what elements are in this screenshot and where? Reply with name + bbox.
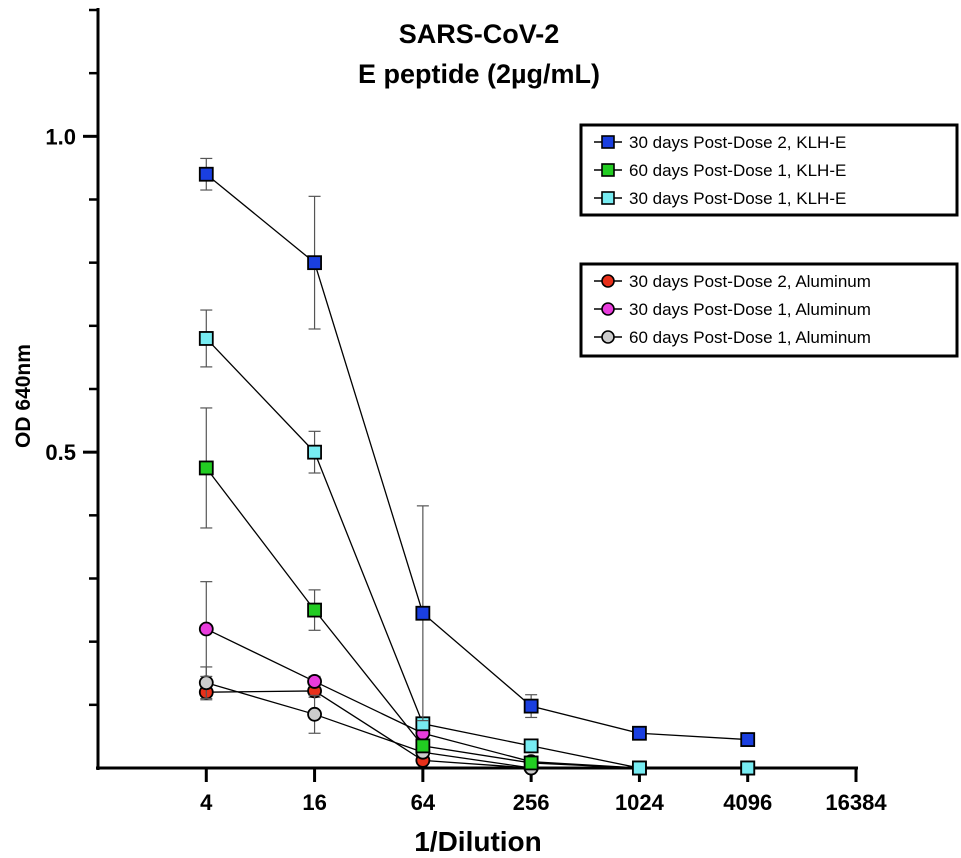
series-line xyxy=(205,173,748,741)
legend-label: 30 days Post-Dose 2, Aluminum xyxy=(629,272,871,291)
chart-title: SARS-CoV-2 E peptide (2µg/mL) xyxy=(358,19,600,89)
data-point xyxy=(632,725,647,741)
x-tick-label: 16 xyxy=(302,790,326,815)
legend-marker xyxy=(601,191,615,205)
data-point xyxy=(307,444,322,460)
series-line xyxy=(206,690,748,769)
data-point xyxy=(307,706,322,722)
x-tick-label: 256 xyxy=(513,790,550,815)
legend-label: 60 days Post-Dose 1, KLH-E xyxy=(629,161,846,180)
legend-marker xyxy=(601,274,615,288)
axes xyxy=(96,8,858,770)
legend-marker xyxy=(601,163,615,177)
legend-marker xyxy=(601,135,615,149)
data-point xyxy=(523,755,539,771)
series-layer xyxy=(198,157,756,776)
data-point xyxy=(198,675,214,691)
chart-title-line-1: SARS-CoV-2 xyxy=(399,19,560,49)
series-0 xyxy=(198,157,756,747)
data-point xyxy=(307,674,322,689)
x-tick-label: 16384 xyxy=(825,790,887,815)
legend-1: 30 days Post-Dose 2, Aluminum 30 days Pos… xyxy=(579,262,959,358)
legend-box xyxy=(579,123,959,217)
data-point xyxy=(198,331,214,346)
series-5 xyxy=(198,666,756,776)
data-point xyxy=(523,698,539,714)
series-3 xyxy=(198,683,756,776)
x-axis-label: 1/Dilution xyxy=(414,826,542,857)
data-point xyxy=(415,738,431,754)
legend-marker xyxy=(601,330,615,344)
series-line xyxy=(205,338,748,769)
legend-label: 60 days Post-Dose 1, Aluminum xyxy=(629,328,871,347)
data-point xyxy=(198,621,214,637)
legend-label: 30 days Post-Dose 1, KLH-E xyxy=(629,189,846,208)
data-point xyxy=(307,602,322,618)
x-ticks: 4 16 64 256 1024 4096 16384 xyxy=(200,768,887,815)
x-tick-label: 64 xyxy=(411,790,436,815)
series-1 xyxy=(198,407,756,776)
data-point xyxy=(523,738,539,754)
series-line xyxy=(206,628,748,769)
series-line xyxy=(206,682,748,769)
x-tick-label: 1024 xyxy=(615,790,665,815)
y-tick-label: 0.5 xyxy=(45,440,76,465)
y-ticks: 0.5 1.0 xyxy=(45,8,98,707)
y-tick-label: 1.0 xyxy=(45,124,76,149)
x-tick-label: 4 xyxy=(200,790,213,815)
data-point xyxy=(198,166,214,182)
legend-label: 30 days Post-Dose 1, Aluminum xyxy=(629,300,871,319)
chart-title-line-2: E peptide (2µg/mL) xyxy=(358,59,600,89)
data-point xyxy=(198,460,214,476)
data-point xyxy=(307,255,322,271)
legend-box xyxy=(579,262,959,358)
series-line xyxy=(205,467,748,769)
x-tick-label: 4096 xyxy=(723,790,772,815)
legend-label: 30 days Post-Dose 2, KLH-E xyxy=(629,133,846,152)
data-point xyxy=(740,732,756,747)
legend-0: 30 days Post-Dose 2, KLH-E 60 days Post-D… xyxy=(579,123,959,217)
legend-layer: 30 days Post-Dose 2, KLH-E 60 days Post-D… xyxy=(579,123,959,358)
data-point xyxy=(740,760,756,776)
y-axis-label: OD 640nm xyxy=(12,344,35,448)
data-point xyxy=(632,760,647,776)
series-4 xyxy=(198,581,756,776)
legend-marker xyxy=(601,302,615,316)
data-point xyxy=(415,605,431,621)
